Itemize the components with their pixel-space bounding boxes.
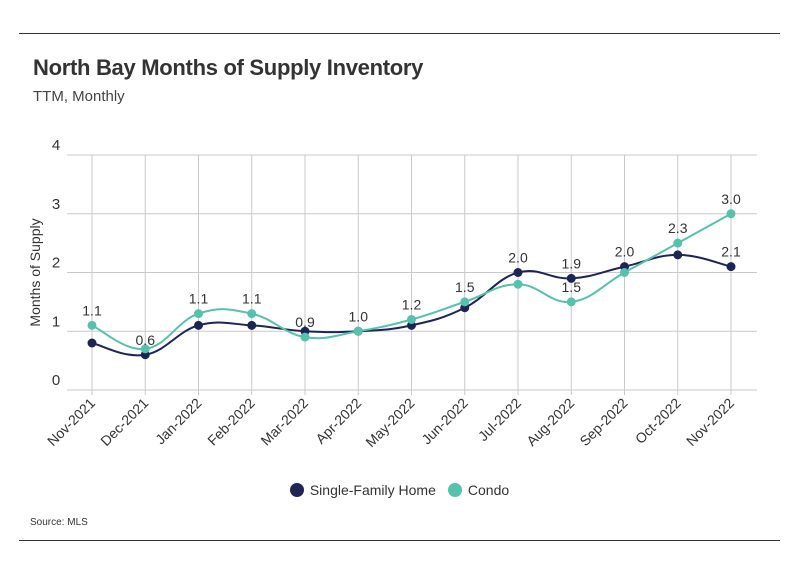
legend-marker-condo bbox=[447, 483, 462, 497]
legend-item-condo: Condo bbox=[447, 482, 510, 498]
data-label-condo: 1.1 bbox=[82, 302, 102, 318]
x-tick-label: Feb-2022 bbox=[204, 395, 258, 449]
top-rule bbox=[19, 33, 780, 34]
data-point-single-family bbox=[726, 262, 736, 272]
data-label-condo: 3.0 bbox=[721, 191, 741, 207]
data-point-condo bbox=[726, 209, 736, 219]
data-label-single-family: 2.0 bbox=[508, 250, 528, 266]
chart-title: North Bay Months of Supply Inventory bbox=[33, 55, 424, 80]
chart-legend: Single-Family Home Condo bbox=[0, 482, 799, 498]
data-point-single-family bbox=[194, 320, 203, 330]
x-tick-label: Apr-2022 bbox=[312, 395, 364, 447]
data-point-condo bbox=[140, 344, 150, 354]
data-point-condo bbox=[566, 297, 576, 307]
data-label-single-family: 0.6 bbox=[136, 332, 156, 348]
legend-label-single-family: Single-Family Home bbox=[309, 482, 436, 498]
y-tick-label: 3 bbox=[52, 196, 60, 213]
x-tick-label: Nov-2022 bbox=[683, 395, 737, 449]
x-tick-label: May-2022 bbox=[362, 395, 417, 450]
data-label-single-family: 2.1 bbox=[721, 244, 741, 260]
data-label-single-family: 2.0 bbox=[615, 244, 635, 260]
data-point-single-family bbox=[673, 250, 683, 260]
bottom-rule bbox=[19, 540, 780, 541]
data-point-condo bbox=[300, 332, 310, 342]
data-point-condo bbox=[620, 268, 629, 277]
x-tick-label: Aug-2022 bbox=[523, 395, 577, 449]
data-label-condo: 1.1 bbox=[189, 291, 209, 307]
data-label-condo: 1.2 bbox=[402, 297, 422, 313]
x-tick-label: Oct-2022 bbox=[632, 395, 684, 447]
x-tick-label: Sep-2022 bbox=[576, 395, 630, 449]
data-point-condo bbox=[87, 320, 97, 330]
data-point-condo bbox=[460, 297, 470, 307]
data-label-condo: 2.3 bbox=[668, 220, 688, 236]
source-note: Source: MLS bbox=[30, 517, 88, 528]
data-label-condo: 1.5 bbox=[455, 279, 475, 295]
data-point-single-family bbox=[87, 338, 97, 348]
data-point-single-family bbox=[513, 268, 523, 277]
data-point-condo bbox=[673, 238, 683, 248]
y-tick-label: 2 bbox=[52, 255, 60, 272]
legend-item-single-family: Single-Family Home bbox=[289, 482, 436, 498]
x-tick-label: Mar-2022 bbox=[257, 395, 311, 449]
x-tick-label: Dec-2021 bbox=[97, 395, 151, 449]
legend-marker-single-family bbox=[289, 483, 304, 497]
data-label-condo: 0.9 bbox=[295, 314, 315, 330]
y-axis-title: Months of Supply bbox=[27, 218, 43, 326]
x-tick-label: Jan-2022 bbox=[152, 395, 205, 448]
data-point-single-family bbox=[566, 273, 576, 283]
x-tick-label: Nov-2021 bbox=[44, 395, 98, 449]
data-label-condo: 1.5 bbox=[562, 279, 582, 295]
data-point-single-family bbox=[247, 320, 257, 330]
y-tick-label: 4 bbox=[52, 137, 60, 154]
x-tick-label: Jul-2022 bbox=[475, 395, 524, 444]
data-label-condo: 1.1 bbox=[242, 291, 262, 307]
data-label-condo: 1.0 bbox=[349, 308, 369, 324]
y-tick-label: 0 bbox=[52, 372, 60, 389]
data-point-condo bbox=[513, 279, 523, 289]
data-label-single-family: 1.9 bbox=[562, 255, 582, 271]
data-point-condo bbox=[247, 309, 257, 319]
x-tick-label: Jun-2022 bbox=[418, 395, 471, 448]
data-point-condo bbox=[407, 315, 416, 324]
chart-subtitle: TTM, Monthly bbox=[33, 88, 125, 105]
data-point-condo bbox=[353, 326, 363, 336]
legend-label-condo: Condo bbox=[467, 482, 510, 498]
data-point-condo bbox=[194, 309, 203, 319]
y-tick-label: 1 bbox=[52, 313, 60, 330]
